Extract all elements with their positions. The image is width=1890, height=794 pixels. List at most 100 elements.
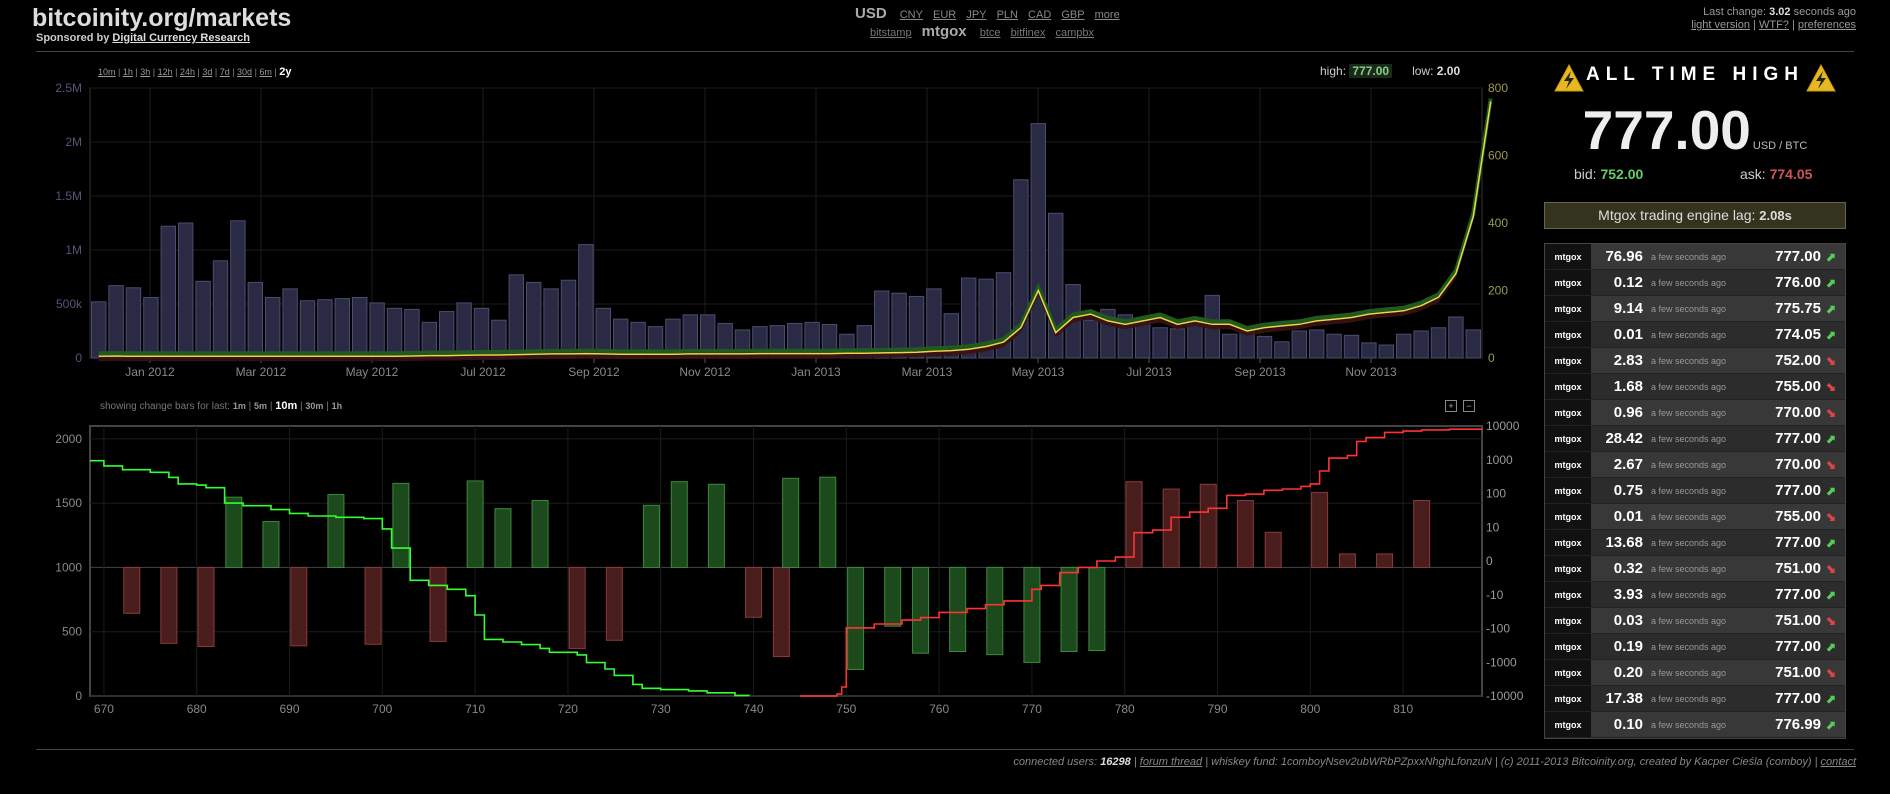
arrow-up-icon: ⬈ [1825,535,1837,550]
depth-change-chart[interactable]: 0500100015002000-10000-1000-100-10010100… [0,416,1540,722]
trade-amount: 2.67 [1613,456,1643,473]
change-bar [466,480,484,568]
x-tick-label: Mar 2013 [902,365,953,379]
x-tick-label: 760 [929,702,949,716]
sponsor-prefix: Sponsored by [36,32,110,44]
trade-time: a few seconds ago [1651,355,1727,366]
change-bars-1m[interactable]: 1m [232,401,246,411]
trade-exchange: mtgox [1545,504,1591,529]
y-right-tick-label: 0 [1488,351,1495,365]
x-tick-label: Mar 2012 [236,365,287,379]
volume-bar [908,295,925,359]
exchange-link-bitfinex[interactable]: bitfinex [1010,27,1046,39]
volume-bar [1326,333,1342,359]
timeframe-7d[interactable]: 7d [219,67,230,77]
trade-exchange: mtgox [1545,634,1591,659]
trade-row: mtgox 0.75 a few seconds ago 777.00 ⬈ [1545,478,1845,504]
timeframe-3d[interactable]: 3d [202,67,213,77]
change-bars-5m[interactable]: 5m [254,401,268,411]
arrow-up-icon: ⬈ [1825,691,1837,706]
currency-link-more[interactable]: more [1094,9,1120,21]
change-bar [197,566,215,648]
exchange-link-btce[interactable]: btce [979,27,1001,39]
change-bar [605,566,623,641]
trade-exchange: mtgox [1545,296,1591,321]
trade-price: 777.00 [1775,638,1821,655]
zoom-in-button[interactable]: + [1445,400,1457,412]
currency-link-pln[interactable]: PLN [996,9,1018,21]
y-right-tick-label: -10000 [1486,689,1524,703]
volume-bar [352,297,368,359]
change-bar [123,566,141,614]
currency-link-jpy[interactable]: JPY [966,9,987,21]
arrow-up-icon: ⬈ [1825,717,1837,732]
change-bars-10m[interactable]: 10m [275,400,298,412]
last-change-suffix: seconds ago [1793,6,1856,18]
change-bar [847,566,865,670]
y-left-tick-label: 2M [65,135,82,149]
light-version-link[interactable]: light version [1691,19,1750,31]
volume-bar [1152,327,1168,359]
timeframe-6m[interactable]: 6m [259,67,272,77]
bid-display: bid: 752.00 [1574,166,1643,182]
footer: connected users: 16298 | forum thread | … [1013,756,1856,768]
currency-link-cny[interactable]: CNY [899,9,923,21]
timeframe-2y[interactable]: 2y [279,66,292,78]
currency-link-gbp[interactable]: GBP [1061,9,1085,21]
change-bar [949,566,967,653]
timeframe-10m[interactable]: 10m [98,67,116,77]
x-tick-label: May 2013 [1012,365,1065,379]
y-right-tick-label: 0 [1486,554,1493,568]
y-left-tick-label: 2000 [55,432,82,446]
volume-bar [404,308,420,359]
forum-thread-link[interactable]: forum thread [1139,756,1203,768]
trade-price: 777.00 [1775,430,1821,447]
price-volume-chart[interactable]: 0 500k 1M 1.5M 2M 2.5M 0 200 400 600 800 Jan 2012 Ma… [0,76,1540,386]
site-logo[interactable]: bitcoinity.org/markets [32,4,292,32]
change-bar [1413,500,1431,568]
low-value: 2.00 [1436,64,1461,78]
change-bar [670,481,688,568]
volume-bar [526,281,542,359]
y-left-tick-label: 1000 [55,560,82,574]
currency-link-cad[interactable]: CAD [1028,9,1052,21]
change-bar [707,483,725,568]
ask-value: 774.05 [1769,166,1813,182]
arrow-down-icon: ⬊ [1825,613,1837,628]
trade-price: 751.00 [1775,664,1821,681]
x-tick-label: Nov 2013 [1345,365,1397,379]
contact-link[interactable]: contact [1820,756,1856,768]
volume-bar [386,307,403,359]
top-right-info: Last change: 3.02 seconds ago light vers… [1691,6,1856,32]
change-bars-label: showing change bars for last: [100,401,231,412]
y-left-tick-label: 2.5M [55,81,82,95]
zoom-out-button[interactable]: − [1463,400,1475,412]
sponsor-link[interactable]: Digital Currency Research [112,32,250,44]
timeframe-3h[interactable]: 3h [140,67,151,77]
arrow-down-icon: ⬊ [1825,379,1837,394]
arrow-up-icon: ⬈ [1825,275,1837,290]
change-bars-1h[interactable]: 1h [331,401,343,411]
whiskey-fund: whiskey fund: 1comboyNsev2ubWRbPZpxxNhgh… [1211,756,1492,768]
currency-link-eur[interactable]: EUR [933,9,957,21]
change-bar [1199,483,1217,568]
change-bar [327,494,345,568]
change-bars-30m[interactable]: 30m [305,401,324,411]
exchange-link-bitstamp[interactable]: bitstamp [870,27,912,39]
trade-time: a few seconds ago [1651,381,1727,392]
trade-row: mtgox 0.20 a few seconds ago 751.00 ⬊ [1545,660,1845,686]
x-tick-label: 690 [280,702,300,716]
timeframe-12h[interactable]: 12h [157,67,173,77]
timeframe-1h[interactable]: 1h [122,67,133,77]
timeframe-30d[interactable]: 30d [237,67,253,77]
trades-list: mtgox 76.96 a few seconds ago 777.00 ⬈ mtgox… [1544,243,1846,739]
exchange-link-campbx[interactable]: campbx [1055,27,1095,39]
timeframe-24h[interactable]: 24h [179,67,195,77]
trade-time: a few seconds ago [1651,641,1727,652]
trade-row: mtgox 0.03 a few seconds ago 751.00 ⬊ [1545,608,1845,634]
ath-price: 777.00 USD / BTC [1544,98,1846,162]
arrow-down-icon: ⬊ [1825,405,1837,420]
wtf-link[interactable]: WTF? [1758,19,1789,31]
x-tick-label: 680 [187,702,207,716]
preferences-link[interactable]: preferences [1797,19,1856,31]
